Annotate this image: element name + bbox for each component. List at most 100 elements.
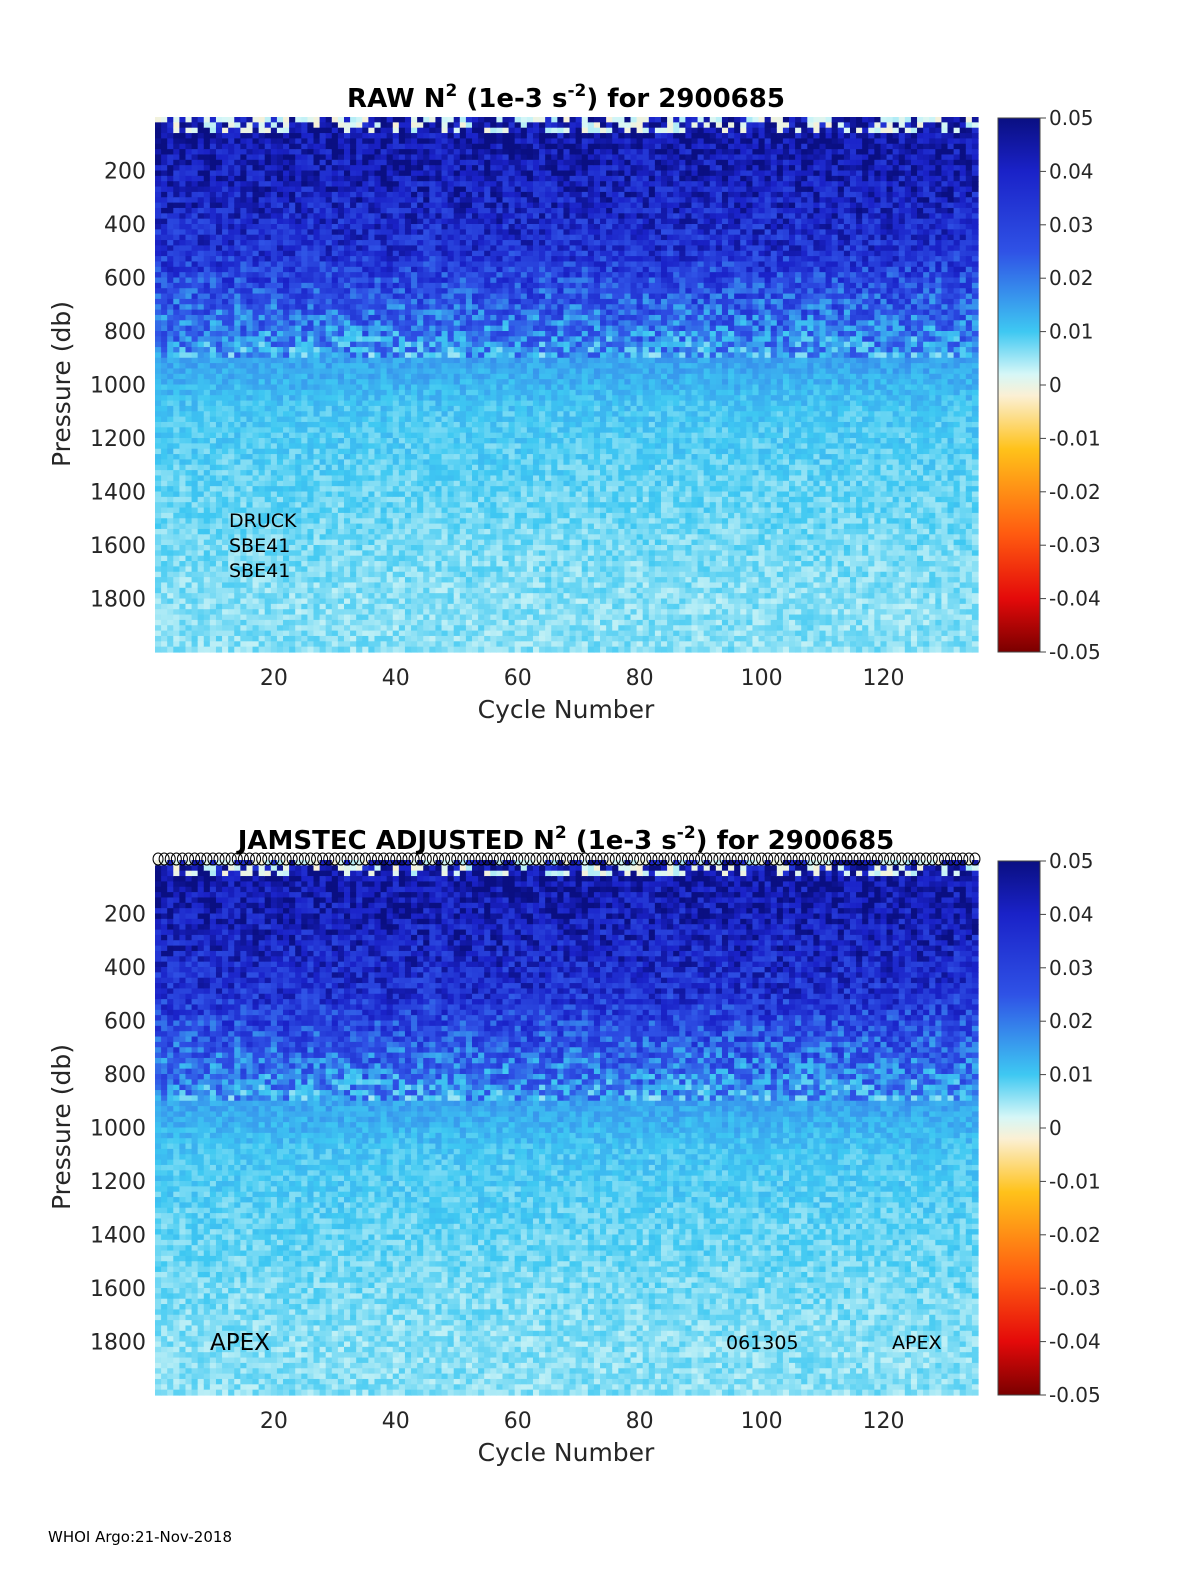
heat-cell [240, 582, 248, 589]
heat-cell [350, 486, 357, 493]
heat-cell [398, 304, 406, 311]
heat-cell [417, 224, 424, 230]
heat-cell [368, 149, 376, 156]
heat-cell [374, 523, 382, 530]
heat-cell [252, 384, 260, 391]
heat-cell [209, 587, 217, 594]
heat-cell [453, 486, 461, 493]
heat-cell [313, 170, 321, 177]
heat-cell [252, 149, 260, 156]
heat-cell [258, 282, 266, 289]
heat-cell [155, 207, 162, 214]
heat-cell [337, 470, 345, 477]
heat-cell [240, 202, 248, 209]
heat-cell [197, 550, 205, 557]
heat-cell [337, 133, 345, 139]
heat-cell [167, 405, 174, 412]
heat-cell [386, 379, 394, 386]
heat-cell [173, 502, 180, 509]
heat-cell [209, 539, 217, 546]
heat-cell [368, 411, 376, 418]
heat-cell [191, 619, 199, 626]
heat-cell [209, 266, 217, 273]
heat-cell [423, 454, 430, 460]
heat-cell [453, 539, 461, 546]
heat-cell [356, 641, 363, 648]
heat-cell [404, 577, 412, 584]
heat-cell [325, 421, 333, 428]
heat-cell [350, 149, 357, 156]
heat-cell [161, 545, 168, 551]
heat-cell [307, 534, 315, 541]
heat-cell [215, 502, 223, 509]
heat-cell [270, 635, 278, 642]
heat-cell [197, 635, 205, 642]
heat-cell [417, 614, 424, 621]
heat-cell [209, 528, 217, 535]
heat-cell [185, 336, 193, 343]
heat-cell [234, 593, 241, 600]
heat-cell [185, 411, 193, 418]
heat-cell [356, 352, 363, 359]
heat-cell [325, 277, 333, 284]
heat-cell [222, 454, 229, 460]
heat-cell [343, 117, 351, 123]
heat-cell [179, 555, 187, 562]
heat-cell [301, 282, 309, 289]
heat-cell [350, 432, 357, 439]
heat-cell [258, 288, 266, 295]
heat-cell [209, 336, 217, 343]
heat-cell [264, 304, 272, 311]
heat-cell [264, 240, 272, 246]
heat-cell [380, 298, 388, 305]
heat-cell [423, 582, 430, 589]
heat-cell [362, 491, 369, 498]
heat-cell [173, 545, 180, 551]
heat-cell [447, 347, 455, 353]
heat-cell [453, 261, 461, 268]
heat-cell [258, 561, 266, 567]
heat-cell [234, 438, 241, 444]
heat-cell [319, 480, 327, 487]
heat-cell [264, 464, 272, 471]
heat-cell [429, 304, 437, 311]
heat-cell [362, 587, 369, 594]
heat-cell [197, 218, 205, 225]
heat-cell [411, 609, 418, 616]
heat-cell [234, 186, 241, 193]
heat-cell [155, 405, 162, 412]
heat-cell [325, 266, 333, 273]
heat-cell [380, 277, 388, 284]
heat-cell [234, 405, 241, 412]
heat-cell [325, 293, 333, 300]
heat-cell [423, 480, 430, 487]
heat-cell [289, 314, 296, 321]
heat-cell [429, 438, 437, 444]
heat-cell [398, 170, 406, 177]
heat-cell [319, 587, 327, 594]
heat-cell [392, 641, 400, 648]
heat-cell [252, 395, 260, 402]
heat-cell [368, 159, 376, 166]
heat-cell [343, 421, 351, 428]
heat-cell [404, 165, 412, 172]
heat-cell [209, 593, 217, 600]
heat-cell [240, 486, 248, 493]
heat-cell [374, 528, 382, 535]
heat-cell [276, 154, 284, 161]
heat-cell [417, 191, 424, 198]
heat-cell [167, 454, 174, 460]
heat-cell [283, 191, 290, 198]
heat-cell [270, 133, 278, 139]
heat-cell [173, 186, 180, 193]
heat-cell [252, 170, 260, 177]
heat-cell [240, 181, 248, 188]
heat-cell [398, 395, 406, 402]
heat-cell [209, 207, 217, 214]
heat-cell [191, 459, 199, 466]
heat-cell [423, 357, 430, 364]
heat-cell [185, 598, 193, 605]
heat-cell [283, 625, 290, 632]
heat-cell [319, 432, 327, 439]
heat-cell [197, 320, 205, 327]
